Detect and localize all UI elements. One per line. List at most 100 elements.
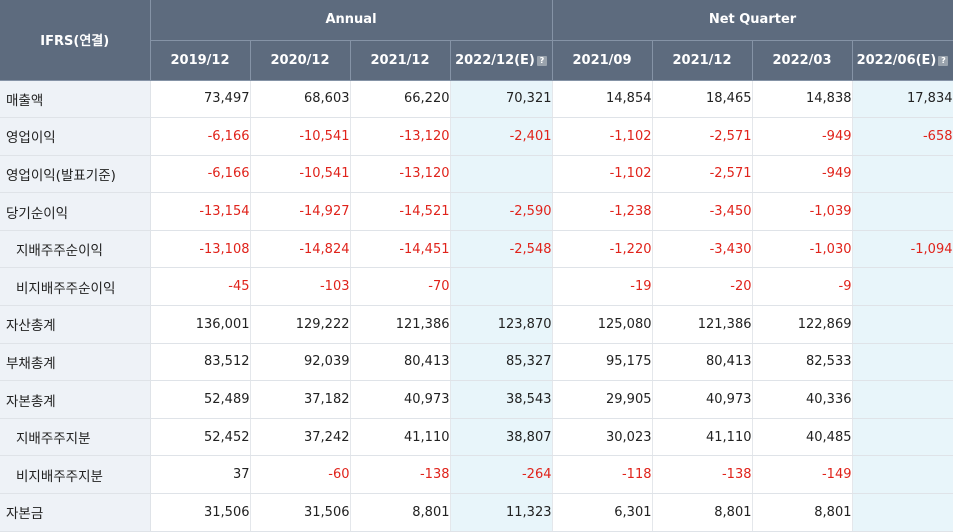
table-row: 자본총계 52,489 37,182 40,973 38,543 29,905 40,973… — [0, 380, 953, 419]
table-cell: -19 — [552, 267, 653, 307]
table-cell: -149 — [752, 455, 853, 495]
table-cell: -1,102 — [552, 117, 653, 156]
table-cell: -6,166 — [150, 117, 251, 156]
table-cell: -1,039 — [752, 192, 853, 231]
table-cell: 80,413 — [350, 343, 451, 382]
table-cell: 38,543 — [450, 380, 553, 419]
table-cell: 37 — [150, 455, 251, 495]
table-cell — [852, 305, 953, 344]
table-cell: -13,154 — [150, 192, 251, 231]
quarter-group-header: Net Quarter — [552, 0, 953, 41]
table-cell — [852, 343, 953, 382]
table-cell: -13,120 — [350, 155, 451, 194]
table-cell: 129,222 — [250, 305, 351, 344]
row-label: 당기순이익 — [0, 192, 151, 231]
table-cell: -13,108 — [150, 230, 251, 269]
table-cell: 38,807 — [450, 418, 553, 457]
table-cell: -138 — [652, 455, 753, 495]
table-cell: 17,834 — [852, 80, 953, 119]
table-cell: 123,870 — [450, 305, 553, 344]
table-row: 자본금 31,506 31,506 8,801 11,323 6,301 8,801 8,80… — [0, 493, 953, 532]
table-cell: -118 — [552, 455, 653, 495]
table-cell — [450, 267, 553, 307]
table-cell: 73,497 — [150, 80, 251, 119]
period-header: 2020/12 — [250, 40, 351, 81]
period-label: 2022/03 — [772, 52, 832, 68]
table-cell: -3,450 — [652, 192, 753, 231]
period-header: 2022/12(E)? — [450, 40, 553, 81]
table-cell: -14,927 — [250, 192, 351, 231]
table-cell: 85,327 — [450, 343, 553, 382]
table-cell: 8,801 — [752, 493, 853, 532]
table-header: IFRS(연결) Annual Net Quarter 2019/12 2020/… — [0, 0, 953, 81]
table-cell: 82,533 — [752, 343, 853, 382]
table-cell: 8,801 — [652, 493, 753, 532]
period-label: 2020/12 — [270, 52, 330, 68]
table-cell: -3,430 — [652, 230, 753, 269]
table-cell: 41,110 — [652, 418, 753, 457]
table-cell: -14,521 — [350, 192, 451, 231]
table-row: 지배주주순이익 -13,108 -14,824 -14,451 -2,548 -1,220… — [0, 230, 953, 269]
table-cell: 11,323 — [450, 493, 553, 532]
table-cell: 68,603 — [250, 80, 351, 119]
table-cell: -138 — [350, 455, 451, 495]
table-cell: -1,030 — [752, 230, 853, 269]
table-cell: -6,166 — [150, 155, 251, 194]
table-cell — [450, 155, 553, 194]
table-cell: -949 — [752, 155, 853, 194]
table-cell: -1,238 — [552, 192, 653, 231]
period-header: 2021/12 — [652, 40, 753, 81]
table-cell: -264 — [450, 455, 553, 495]
table-cell: -13,120 — [350, 117, 451, 156]
row-label: 자산총계 — [0, 305, 151, 344]
table-row: 영업이익(발표기준) -6,166 -10,541 -13,120 -1,102 -2,5… — [0, 155, 953, 194]
table-cell: 95,175 — [552, 343, 653, 382]
table-cell: 6,301 — [552, 493, 653, 532]
table-cell: 31,506 — [150, 493, 251, 532]
period-label: 2022/06(E) — [856, 52, 937, 68]
row-label: 매출액 — [0, 80, 151, 119]
table-cell: -2,548 — [450, 230, 553, 269]
table-cell: 52,452 — [150, 418, 251, 457]
table-cell: 122,869 — [752, 305, 853, 344]
table-cell: 92,039 — [250, 343, 351, 382]
table-cell: -2,401 — [450, 117, 553, 156]
table-cell: 41,110 — [350, 418, 451, 457]
table-cell: -70 — [350, 267, 451, 307]
table-row: 비지배주주지분 37 -60 -138 -264 -118 -138 -149 — [0, 455, 953, 495]
table-cell — [852, 455, 953, 495]
table-row: 매출액 73,497 68,603 66,220 70,321 14,854 18,465 1… — [0, 80, 953, 119]
table-cell — [852, 418, 953, 457]
table-cell — [852, 192, 953, 231]
question-icon[interactable]: ? — [536, 55, 547, 66]
table-cell: -45 — [150, 267, 251, 307]
table-cell: -60 — [250, 455, 351, 495]
table-cell: -658 — [852, 117, 953, 156]
table-row: 부채총계 83,512 92,039 80,413 85,327 95,175 80,413… — [0, 343, 953, 382]
table-row: 자산총계 136,001 129,222 121,386 123,870 125,080 1… — [0, 305, 953, 344]
table-row: 당기순이익 -13,154 -14,927 -14,521 -2,590 -1,238 -3… — [0, 192, 953, 231]
table-cell: -103 — [250, 267, 351, 307]
accounting-standard-header: IFRS(연결) — [0, 0, 151, 81]
table-cell: 70,321 — [450, 80, 553, 119]
table-cell: 52,489 — [150, 380, 251, 419]
period-header: 2022/06(E)? — [852, 40, 953, 81]
table-cell: -2,590 — [450, 192, 553, 231]
table-cell: 37,182 — [250, 380, 351, 419]
table-cell: 14,838 — [752, 80, 853, 119]
row-label: 지배주주지분 — [0, 418, 151, 457]
table-cell: 29,905 — [552, 380, 653, 419]
table-cell: -10,541 — [250, 117, 351, 156]
row-label: 자본총계 — [0, 380, 151, 419]
table-row: 지배주주지분 52,452 37,242 41,110 38,807 30,023 41,1… — [0, 418, 953, 457]
table-cell: 83,512 — [150, 343, 251, 382]
period-label: 2021/12 — [370, 52, 430, 68]
table-cell: 125,080 — [552, 305, 653, 344]
table-cell: 8,801 — [350, 493, 451, 532]
table-cell: 121,386 — [652, 305, 753, 344]
period-header: 2019/12 — [150, 40, 251, 81]
row-label: 비지배주주순이익 — [0, 267, 151, 307]
table-cell: -10,541 — [250, 155, 351, 194]
table-cell: -2,571 — [652, 155, 753, 194]
question-icon[interactable]: ? — [938, 55, 949, 66]
